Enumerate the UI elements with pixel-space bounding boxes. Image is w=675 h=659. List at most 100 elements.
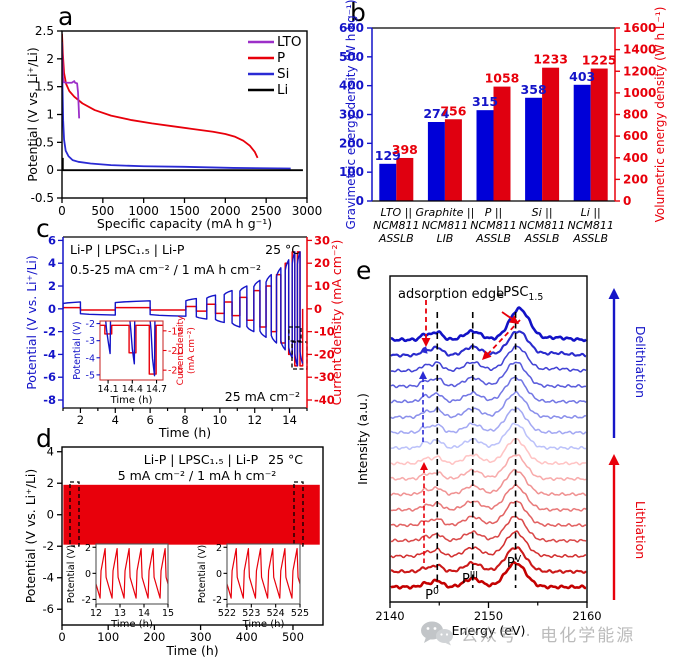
svg-text:Current density (mA cm⁻²): Current density (mA cm⁻²) [329,240,344,406]
svg-text:600: 600 [623,129,648,143]
svg-text:Potential (V): Potential (V) [72,321,83,380]
svg-text:14: 14 [138,608,150,619]
svg-text:0: 0 [48,302,56,316]
svg-text:0: 0 [356,194,364,208]
svg-text:Time (h): Time (h) [242,619,285,630]
svg-text:LTO ||: LTO || [380,206,412,219]
panel-a-chart: -0.5 0 0.5 1 1.5 2 2.5 0 500 1000 1500 2000 2500 3000… [25,24,323,231]
svg-text:1.5: 1.5 [35,80,54,94]
svg-text:1400: 1400 [623,43,656,57]
svg-text:200: 200 [143,630,165,644]
svg-text:Lithiation: Lithiation [633,501,648,559]
svg-text:Time (h): Time (h) [158,425,211,440]
svg-text:30: 30 [314,233,330,247]
svg-text:-25: -25 [168,366,184,377]
svg-text:2140: 2140 [375,609,404,623]
svg-text:0: 0 [623,194,631,208]
svg-text:5 mA cm⁻² / 1 mA h cm⁻²: 5 mA cm⁻² / 1 mA h cm⁻² [118,468,277,483]
svg-text:200: 200 [623,172,648,186]
svg-text:PIII: PIII [462,570,478,587]
svg-text:1600: 1600 [623,21,656,35]
svg-text:-0.5: -0.5 [31,191,54,205]
svg-text:358: 358 [521,82,547,97]
svg-text:-2: -2 [86,319,95,330]
svg-text:300: 300 [190,630,212,644]
panel-a-label: a [58,2,74,31]
svg-text:20: 20 [314,256,330,270]
svg-text:800: 800 [623,108,648,122]
svg-text:500: 500 [282,630,304,644]
svg-text:398: 398 [392,142,418,157]
svg-text:Current density: Current density [176,315,186,385]
svg-text:10: 10 [314,279,330,293]
svg-text:2000: 2000 [210,204,241,218]
svg-text:NCM811: NCM811 [422,219,468,232]
svg-text:-6: -6 [43,370,56,384]
svg-text:(mA cm⁻²): (mA cm⁻²) [187,327,197,374]
svg-text:12: 12 [90,608,102,619]
svg-text:Si: Si [277,66,289,82]
svg-text:14.7: 14.7 [146,384,167,395]
svg-text:Potential (V vs. Li⁺/Li): Potential (V vs. Li⁺/Li) [23,469,38,604]
svg-text:-2: -2 [43,539,54,553]
svg-text:400: 400 [623,151,648,165]
svg-text:25 °C: 25 °C [268,452,303,467]
svg-text:400: 400 [236,630,258,644]
svg-text:2: 2 [77,413,84,427]
svg-text:1058: 1058 [485,71,520,86]
svg-text:-4: -4 [86,353,95,364]
svg-text:2150: 2150 [474,609,503,623]
svg-text:2160: 2160 [572,609,601,623]
svg-text:Potential (V vs. Li⁺/Li): Potential (V vs. Li⁺/Li) [25,47,40,182]
svg-text:2: 2 [48,279,56,293]
svg-text:14.4: 14.4 [122,384,143,395]
svg-text:0.5-25 mA cm⁻² / 1 mA h cm⁻²: 0.5-25 mA cm⁻² / 1 mA h cm⁻² [70,262,261,277]
svg-text:6: 6 [146,413,153,427]
panel-b-chart: 0 100 200 300 400 500 600 0 200 400 600 800 1000 1200… [339,0,667,245]
svg-text:200: 200 [339,136,364,150]
svg-text:10: 10 [213,413,228,427]
svg-text:274: 274 [423,106,449,121]
svg-text:-6: -6 [43,602,54,616]
svg-text:0: 0 [46,163,54,177]
svg-text:14.1: 14.1 [97,384,118,395]
svg-text:adsorption edge: adsorption edge [398,287,504,302]
svg-text:1233: 1233 [533,52,568,67]
svg-text:LIB: LIB [436,232,453,245]
svg-text:P: P [277,50,285,66]
svg-text:15: 15 [162,608,174,619]
svg-text:0.5: 0.5 [35,135,54,149]
svg-text:500: 500 [339,50,364,64]
svg-text:400: 400 [339,79,364,93]
svg-text:Si ||: Si || [532,206,553,219]
svg-text:12: 12 [247,413,262,427]
svg-text:-2: -2 [213,595,222,606]
svg-text:6: 6 [48,233,56,247]
svg-text:1225: 1225 [582,53,617,68]
svg-text:500: 500 [91,204,114,218]
svg-text:0: 0 [58,204,66,218]
svg-text:Graphite ||: Graphite || [416,206,475,219]
svg-text:-10: -10 [314,325,335,339]
panel-e-label: e [356,256,372,285]
svg-text:2500: 2500 [251,204,282,218]
svg-text:ASSLB: ASSLB [378,232,414,245]
svg-text:Li-P | LPSC₁.₅ | Li-P: Li-P | LPSC₁.₅ | Li-P [144,452,259,467]
svg-text:2: 2 [47,476,54,490]
svg-text:403: 403 [569,69,595,84]
svg-text:523: 523 [242,608,260,619]
svg-text:ASSLB: ASSLB [524,232,560,245]
svg-text:1500: 1500 [169,204,200,218]
svg-text:0: 0 [314,302,322,316]
svg-text:100: 100 [97,630,119,644]
svg-text:4: 4 [48,256,56,270]
svg-text:25 °C: 25 °C [265,242,300,257]
svg-text:14: 14 [282,413,297,427]
svg-text:Intensity (a.u.): Intensity (a.u.) [355,393,370,485]
svg-text:756: 756 [440,103,466,118]
svg-text:NCM811: NCM811 [519,219,565,232]
svg-text:Time (h): Time (h) [110,619,153,630]
svg-text:-30: -30 [314,370,335,384]
svg-text:3000: 3000 [292,204,323,218]
